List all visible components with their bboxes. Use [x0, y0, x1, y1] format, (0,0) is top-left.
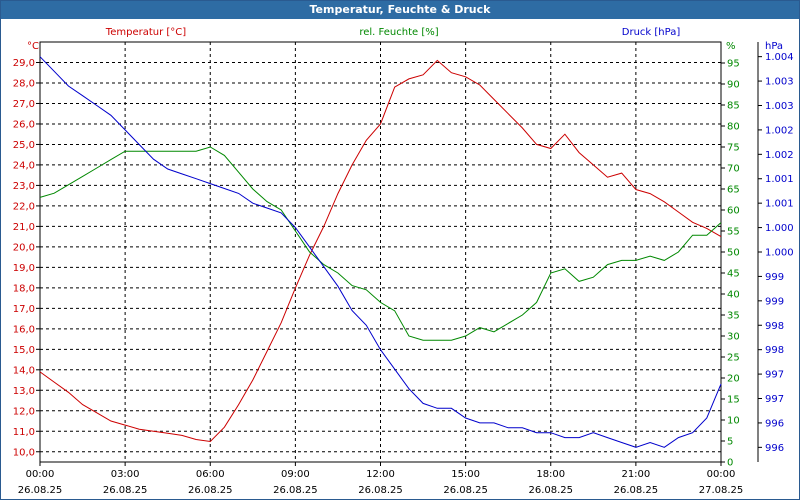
- humidity-tick-label: 90: [727, 80, 740, 91]
- temperature-tick-label: 12,0: [13, 406, 35, 417]
- x-tick-date-label: 26.08.25: [443, 485, 488, 496]
- humidity-tick-label: 10: [727, 416, 740, 427]
- x-tick-date-label: 27.08.25: [699, 485, 744, 496]
- pressure-tick-label: 1.000: [765, 223, 794, 234]
- x-tick-time-label: 12:00: [366, 469, 395, 480]
- humidity-axis-label: rel. Feuchte [%]: [359, 27, 438, 38]
- temperature-tick-label: 24,0: [13, 160, 35, 171]
- humidity-tick-label: 60: [727, 206, 740, 217]
- pressure-tick-label: 1.002: [765, 150, 794, 161]
- humidity-tick-label: 70: [727, 164, 740, 175]
- humidity-tick-label: 25: [727, 353, 740, 364]
- pressure-tick-label: 998: [765, 321, 784, 332]
- humidity-tick-label: 50: [727, 248, 740, 259]
- humidity-tick-label: 65: [727, 185, 740, 196]
- temperature-tick-label: 21,0: [13, 222, 35, 233]
- x-tick-date-label: 26.08.25: [614, 485, 659, 496]
- pressure-unit: hPa: [765, 41, 783, 52]
- x-tick-time-label: 03:00: [111, 469, 140, 480]
- pressure-tick-label: 996: [765, 418, 784, 429]
- temperature-tick-label: 28,0: [13, 78, 35, 89]
- pressure-tick-label: 1.004: [765, 52, 794, 63]
- x-tick-time-label: 18:00: [536, 469, 565, 480]
- humidity-series-line: [39, 146, 722, 341]
- window-title: Temperatur, Feuchte & Druck: [1, 1, 799, 19]
- humidity-tick-label: 85: [727, 101, 740, 112]
- humidity-tick-label: 75: [727, 143, 740, 154]
- pressure-tick-label: 1.001: [765, 199, 794, 210]
- humidity-unit: %: [726, 41, 736, 52]
- pressure-tick-label: 1.001: [765, 174, 794, 185]
- temperature-tick-label: 11,0: [13, 427, 35, 438]
- x-tick-time-label: 09:00: [281, 469, 310, 480]
- humidity-tick-label: 95: [727, 59, 740, 70]
- x-tick-date-label: 26.08.25: [18, 485, 63, 496]
- pressure-tick-label: 996: [765, 443, 784, 454]
- humidity-tick-label: 30: [727, 332, 740, 343]
- temperature-tick-label: 29,0: [13, 58, 35, 69]
- temperature-tick-label: 23,0: [13, 181, 35, 192]
- x-tick-time-label: 06:00: [196, 469, 225, 480]
- humidity-tick-label: 55: [727, 227, 740, 238]
- temperature-unit: °C: [27, 41, 39, 52]
- pressure-tick-label: 1.003: [765, 77, 794, 88]
- pressure-tick-label: 999: [765, 296, 784, 307]
- humidity-tick-label: 0: [727, 458, 733, 469]
- humidity-tick-label: 80: [727, 122, 740, 133]
- temperature-tick-label: 18,0: [13, 283, 35, 294]
- pressure-tick-label: 997: [765, 394, 784, 405]
- pressure-tick-label: 1.002: [765, 125, 794, 136]
- temperature-tick-label: 27,0: [13, 99, 35, 110]
- pressure-series-line: [39, 56, 722, 448]
- pressure-tick-label: 998: [765, 345, 784, 356]
- humidity-tick-label: 5: [727, 437, 733, 448]
- pressure-tick-label: 1.003: [765, 101, 794, 112]
- x-tick-date-label: 26.08.25: [528, 485, 573, 496]
- x-tick-time-label: 21:00: [621, 469, 650, 480]
- humidity-tick-label: 45: [727, 269, 740, 280]
- x-tick-time-label: 00:00: [707, 469, 736, 480]
- x-tick-date-label: 26.08.25: [188, 485, 233, 496]
- humidity-tick-label: 20: [727, 374, 740, 385]
- pressure-tick-label: 1.000: [765, 248, 794, 259]
- temperature-tick-label: 15,0: [13, 345, 35, 356]
- temperature-tick-label: 19,0: [13, 263, 35, 274]
- humidity-tick-label: 15: [727, 395, 740, 406]
- temperature-tick-label: 16,0: [13, 324, 35, 335]
- temperature-tick-label: 10,0: [13, 447, 35, 458]
- pressure-tick-label: 999: [765, 272, 784, 283]
- temperature-tick-label: 17,0: [13, 304, 35, 315]
- x-tick-time-label: 00:00: [26, 469, 55, 480]
- x-tick-date-label: 26.08.25: [358, 485, 403, 496]
- temperature-tick-label: 22,0: [13, 201, 35, 212]
- x-tick-time-label: 15:00: [451, 469, 480, 480]
- humidity-tick-label: 40: [727, 290, 740, 301]
- humidity-tick-label: 35: [727, 311, 740, 322]
- temperature-tick-label: 13,0: [13, 386, 35, 397]
- temperature-axis-label: Temperatur [°C]: [105, 27, 186, 38]
- x-tick-date-label: 26.08.25: [273, 485, 318, 496]
- pressure-tick-label: 997: [765, 370, 784, 381]
- temperature-tick-label: 25,0: [13, 140, 35, 151]
- temperature-tick-label: 20,0: [13, 242, 35, 253]
- temperature-tick-label: 26,0: [13, 119, 35, 130]
- temperature-series-line: [39, 59, 722, 443]
- temperature-tick-label: 14,0: [13, 365, 35, 376]
- pressure-axis-label: Druck [hPa]: [622, 27, 681, 38]
- x-tick-date-label: 26.08.25: [103, 485, 148, 496]
